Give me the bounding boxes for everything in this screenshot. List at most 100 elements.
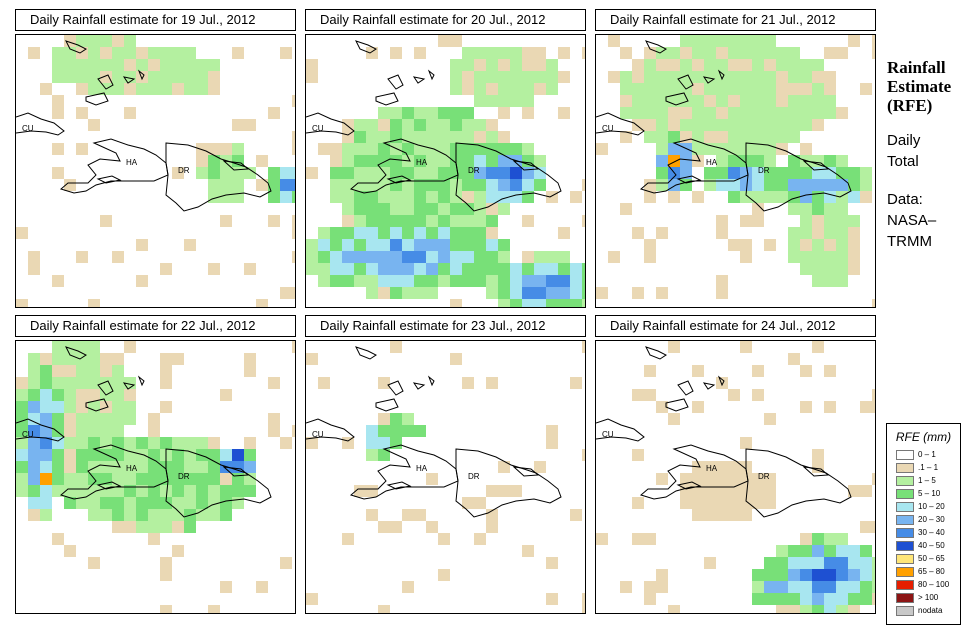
rainfall-cell bbox=[256, 299, 268, 307]
rainfall-cell bbox=[16, 449, 28, 461]
coastline-segment bbox=[412, 76, 426, 84]
rainfall-cell bbox=[172, 521, 184, 533]
rainfall-cell bbox=[148, 47, 160, 59]
rainfall-cell bbox=[184, 71, 196, 83]
rainfall-cell bbox=[776, 557, 788, 569]
rainfall-cell bbox=[52, 47, 64, 59]
rainfall-cell bbox=[788, 203, 800, 215]
coastline-segment bbox=[802, 466, 830, 477]
rainfall-cell bbox=[656, 131, 668, 143]
rainfall-cell bbox=[740, 167, 752, 179]
coastline-segment bbox=[596, 112, 645, 136]
rainfall-cell bbox=[148, 497, 160, 509]
rainfall-cell bbox=[378, 413, 390, 425]
rainfall-cell bbox=[596, 287, 608, 299]
rainfall-cell bbox=[160, 59, 172, 71]
rainfall-cell bbox=[100, 71, 112, 83]
rainfall-cell bbox=[668, 143, 680, 155]
rainfall-cell bbox=[740, 95, 752, 107]
rainfall-cell bbox=[438, 119, 450, 131]
rainfall-cell bbox=[280, 557, 292, 569]
rainfall-cell bbox=[534, 71, 546, 83]
rainfall-cell bbox=[378, 119, 390, 131]
rainfall-cell bbox=[462, 227, 474, 239]
rainfall-cell bbox=[752, 203, 764, 215]
rainfall-cell bbox=[426, 155, 438, 167]
rainfall-cell bbox=[486, 215, 498, 227]
rainfall-cell bbox=[812, 545, 824, 557]
rainfall-cell bbox=[764, 155, 776, 167]
rainfall-cell bbox=[112, 59, 124, 71]
rainfall-cell bbox=[740, 131, 752, 143]
rainfall-cell bbox=[52, 413, 64, 425]
rainfall-cell bbox=[848, 557, 860, 569]
rainfall-cell bbox=[692, 485, 704, 497]
rainfall-cell bbox=[76, 377, 88, 389]
rainfall-cell bbox=[88, 365, 100, 377]
rainfall-cell bbox=[184, 437, 196, 449]
rainfall-cell bbox=[426, 275, 438, 287]
rainfall-cell bbox=[776, 605, 788, 613]
legend-label: 40 – 50 bbox=[918, 541, 945, 550]
rainfall-cell bbox=[474, 533, 486, 545]
rainfall-grid: CU HA DR bbox=[16, 341, 295, 613]
rainfall-cell bbox=[704, 83, 716, 95]
rainfall-cell bbox=[426, 287, 438, 299]
rainfall-cell bbox=[390, 167, 402, 179]
rainfall-cell bbox=[112, 47, 124, 59]
rainfall-cell bbox=[570, 299, 582, 307]
rainfall-cell bbox=[824, 167, 836, 179]
rainfall-cell bbox=[716, 71, 728, 83]
rainfall-cell bbox=[474, 263, 486, 275]
rainfall-cell bbox=[836, 167, 848, 179]
rainfall-cell bbox=[812, 341, 824, 353]
rainfall-cell bbox=[716, 107, 728, 119]
rainfall-cell bbox=[704, 47, 716, 59]
rainfall-cell bbox=[354, 155, 366, 167]
rainfall-cell bbox=[800, 107, 812, 119]
rainfall-cell bbox=[764, 473, 776, 485]
legend-label: 5 – 10 bbox=[918, 489, 941, 498]
rainfall-cell bbox=[16, 377, 28, 389]
rainfall-cell bbox=[280, 179, 292, 191]
rainfall-cell bbox=[438, 227, 450, 239]
rainfall-cell bbox=[450, 35, 462, 47]
rainfall-cell bbox=[474, 167, 486, 179]
rainfall-cell bbox=[160, 401, 172, 413]
rainfall-cell bbox=[800, 179, 812, 191]
rainfall-cell bbox=[112, 35, 124, 47]
rainfall-cell bbox=[16, 437, 28, 449]
rainfall-cell bbox=[172, 353, 184, 365]
rainfall-cell bbox=[462, 155, 474, 167]
product-title-line-3: (RFE) bbox=[887, 96, 933, 115]
rainfall-cell bbox=[16, 461, 28, 473]
rainfall-cell bbox=[872, 557, 875, 569]
rainfall-cell bbox=[28, 377, 40, 389]
rainfall-cell bbox=[390, 263, 402, 275]
coastline-segment bbox=[427, 69, 435, 81]
rainfall-cell bbox=[220, 449, 232, 461]
rainfall-cell bbox=[88, 497, 100, 509]
rainfall-cell bbox=[124, 413, 136, 425]
rainfall-cell bbox=[522, 83, 534, 95]
legend-swatch bbox=[896, 593, 914, 603]
rainfall-cell bbox=[390, 119, 402, 131]
legend-swatch bbox=[896, 606, 914, 616]
rainfall-cell bbox=[728, 35, 740, 47]
rainfall-cell bbox=[680, 35, 692, 47]
rainfall-cell bbox=[244, 437, 256, 449]
rainfall-cell bbox=[232, 485, 244, 497]
rainfall-cell bbox=[800, 263, 812, 275]
rainfall-cell bbox=[136, 71, 148, 83]
coastline-segment bbox=[85, 92, 109, 106]
coastline-segment bbox=[96, 175, 122, 184]
rainfall-cell bbox=[64, 401, 76, 413]
rainfall-cell bbox=[546, 287, 558, 299]
country-label-dominican_republic: DR bbox=[468, 166, 480, 175]
rainfall-cell bbox=[52, 167, 64, 179]
rainfall-cell bbox=[462, 191, 474, 203]
country-label-cuba: CU bbox=[602, 430, 614, 439]
rainfall-cell bbox=[788, 569, 800, 581]
rainfall-cell bbox=[764, 593, 776, 605]
rainfall-cell bbox=[824, 557, 836, 569]
